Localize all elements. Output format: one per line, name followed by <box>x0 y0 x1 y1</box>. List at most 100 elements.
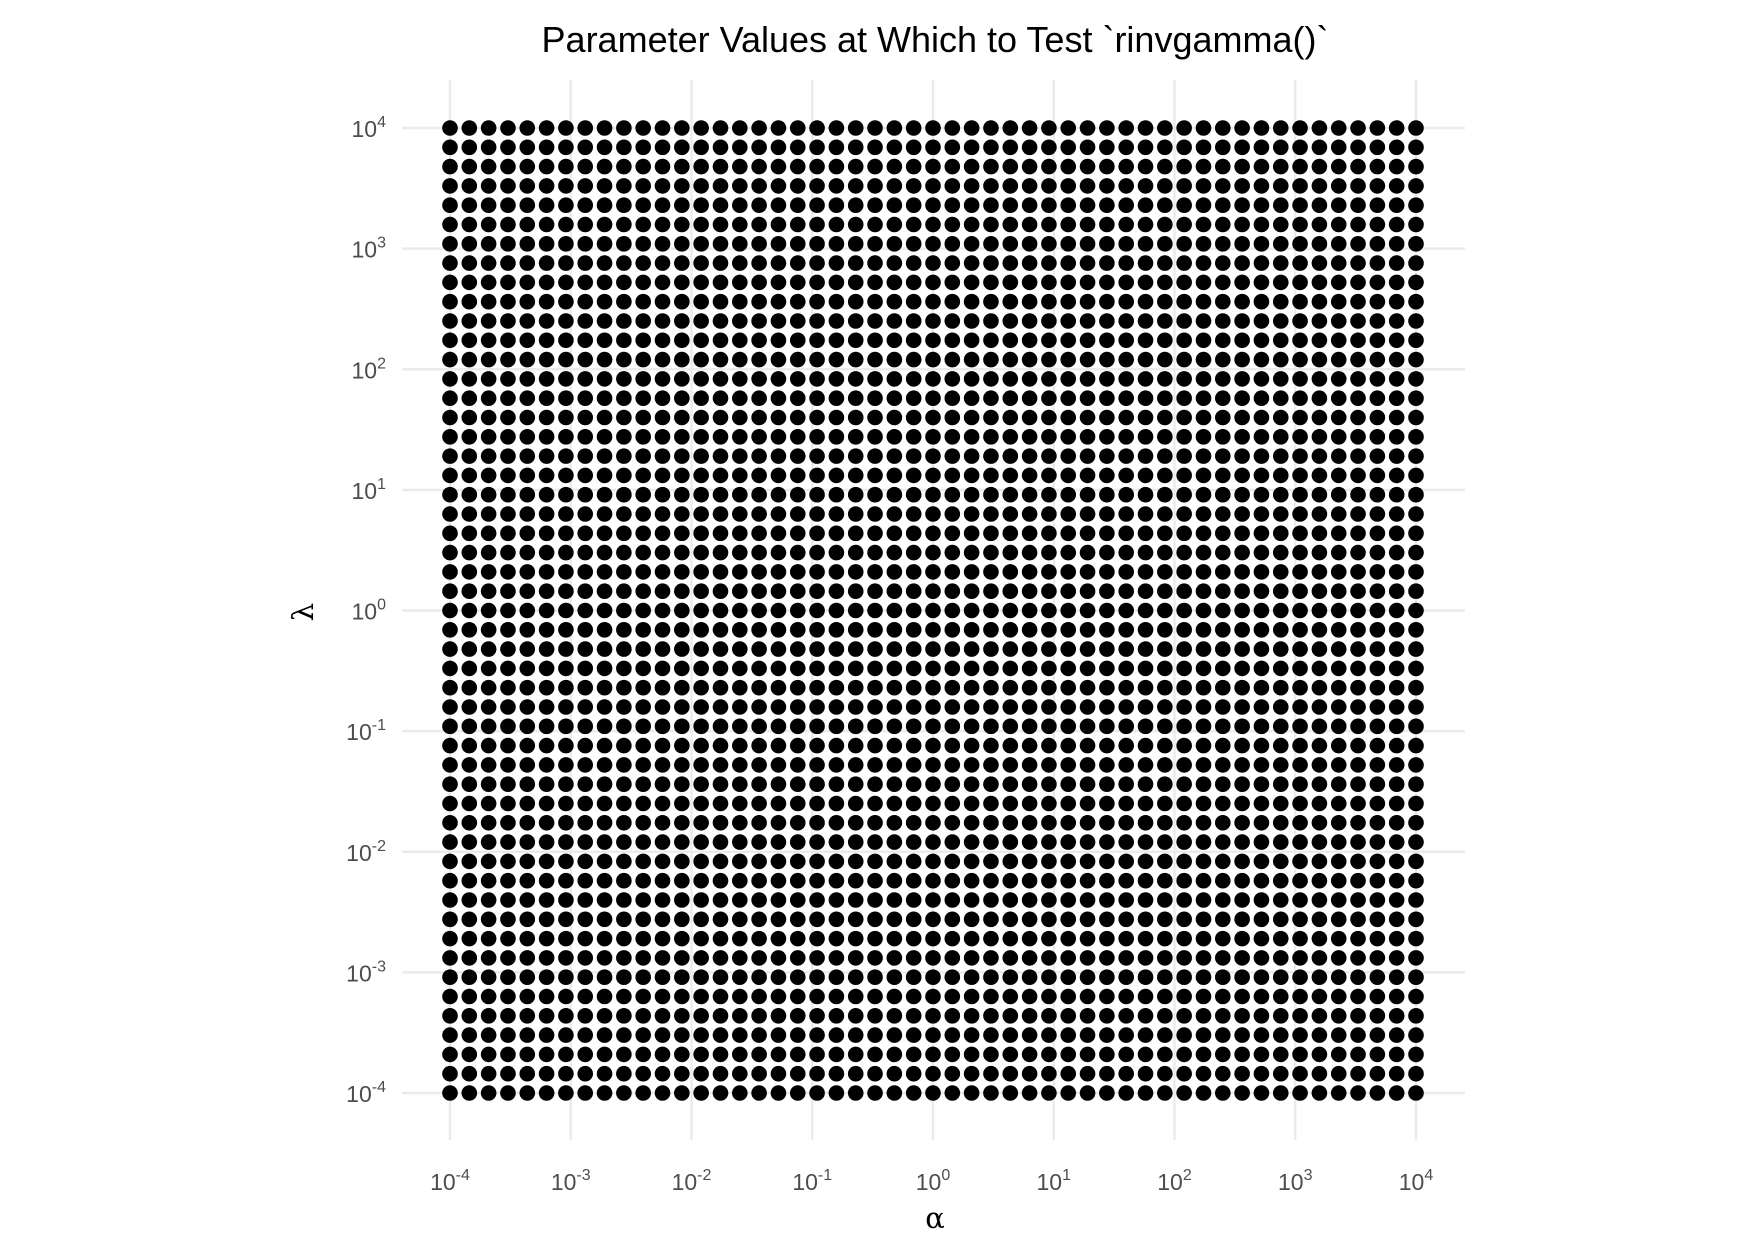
data-point <box>635 120 651 136</box>
data-point <box>693 274 709 291</box>
data-point <box>1002 506 1019 522</box>
data-point <box>770 293 787 310</box>
data-point <box>596 872 613 889</box>
data-point <box>712 1085 729 1101</box>
data-point <box>770 795 787 812</box>
data-point <box>751 236 767 252</box>
data-point <box>983 950 999 966</box>
data-point <box>538 969 555 986</box>
data-point <box>461 853 478 870</box>
data-point <box>519 814 536 831</box>
data-point <box>1388 139 1405 156</box>
data-point <box>1195 216 1212 233</box>
data-point <box>1369 602 1386 619</box>
data-point <box>616 795 632 812</box>
data-point <box>1215 158 1231 175</box>
data-point <box>635 178 651 194</box>
data-point <box>1350 544 1366 561</box>
data-point <box>1388 1085 1405 1101</box>
data-point <box>461 795 478 812</box>
data-point <box>538 351 555 368</box>
data-point <box>867 506 883 522</box>
data-point <box>1079 872 1096 889</box>
data-point <box>480 216 497 233</box>
data-point <box>461 1085 478 1101</box>
data-point <box>616 1008 632 1024</box>
data-point <box>1079 255 1096 271</box>
data-point <box>1234 274 1250 291</box>
data-point <box>1311 622 1328 638</box>
data-point <box>596 641 613 657</box>
data-point <box>500 332 516 349</box>
data-point <box>1408 1046 1424 1063</box>
data-point <box>770 602 787 619</box>
data-point <box>1137 814 1154 831</box>
data-point <box>847 602 864 619</box>
data-point <box>1369 390 1386 407</box>
data-point <box>1079 1008 1096 1024</box>
data-point <box>1041 969 1057 986</box>
data-point <box>770 525 787 542</box>
data-point <box>577 313 594 329</box>
data-point <box>1195 467 1212 484</box>
data-point <box>847 660 864 677</box>
data-point <box>1137 158 1154 175</box>
data-point <box>654 158 671 175</box>
data-point <box>654 757 671 773</box>
data-point <box>712 853 729 870</box>
data-point <box>789 429 806 445</box>
data-point <box>1099 216 1115 233</box>
data-point <box>886 178 903 194</box>
data-point <box>480 120 497 136</box>
data-point <box>1408 872 1424 889</box>
data-point <box>1079 139 1096 156</box>
data-point <box>789 544 806 561</box>
data-point <box>712 486 729 503</box>
data-point <box>963 757 980 773</box>
data-point <box>596 1065 613 1082</box>
data-point <box>1350 1085 1366 1101</box>
data-point <box>944 293 961 310</box>
data-point <box>674 351 690 368</box>
data-point <box>674 602 690 619</box>
data-point <box>596 622 613 638</box>
data-point <box>1099 564 1115 580</box>
data-point <box>635 988 651 1005</box>
data-point <box>538 660 555 677</box>
data-point <box>905 1046 922 1063</box>
data-point <box>886 216 903 233</box>
data-point <box>828 911 845 928</box>
data-point <box>635 834 651 850</box>
data-point <box>809 1046 825 1063</box>
data-point <box>1099 313 1115 329</box>
data-point <box>751 795 767 812</box>
data-point <box>867 467 883 484</box>
data-point <box>1079 737 1096 754</box>
data-point <box>925 158 941 175</box>
data-point <box>500 737 516 754</box>
data-point <box>442 564 458 580</box>
data-point <box>616 622 632 638</box>
data-point <box>635 622 651 638</box>
data-point <box>519 737 536 754</box>
data-point <box>1137 622 1154 638</box>
data-point <box>480 660 497 677</box>
data-point <box>732 988 748 1005</box>
data-point <box>712 718 729 735</box>
data-point <box>577 216 594 233</box>
data-point <box>1137 390 1154 407</box>
data-point <box>944 776 961 792</box>
data-point <box>712 699 729 715</box>
data-point <box>983 911 999 928</box>
data-point <box>577 544 594 561</box>
data-point <box>616 293 632 310</box>
data-point <box>712 255 729 271</box>
data-point <box>693 872 709 889</box>
data-point <box>732 602 748 619</box>
data-point <box>461 641 478 657</box>
data-point <box>654 679 671 696</box>
data-point <box>1253 506 1270 522</box>
data-point <box>1021 1008 1038 1024</box>
data-point <box>712 660 729 677</box>
data-point <box>751 564 767 580</box>
